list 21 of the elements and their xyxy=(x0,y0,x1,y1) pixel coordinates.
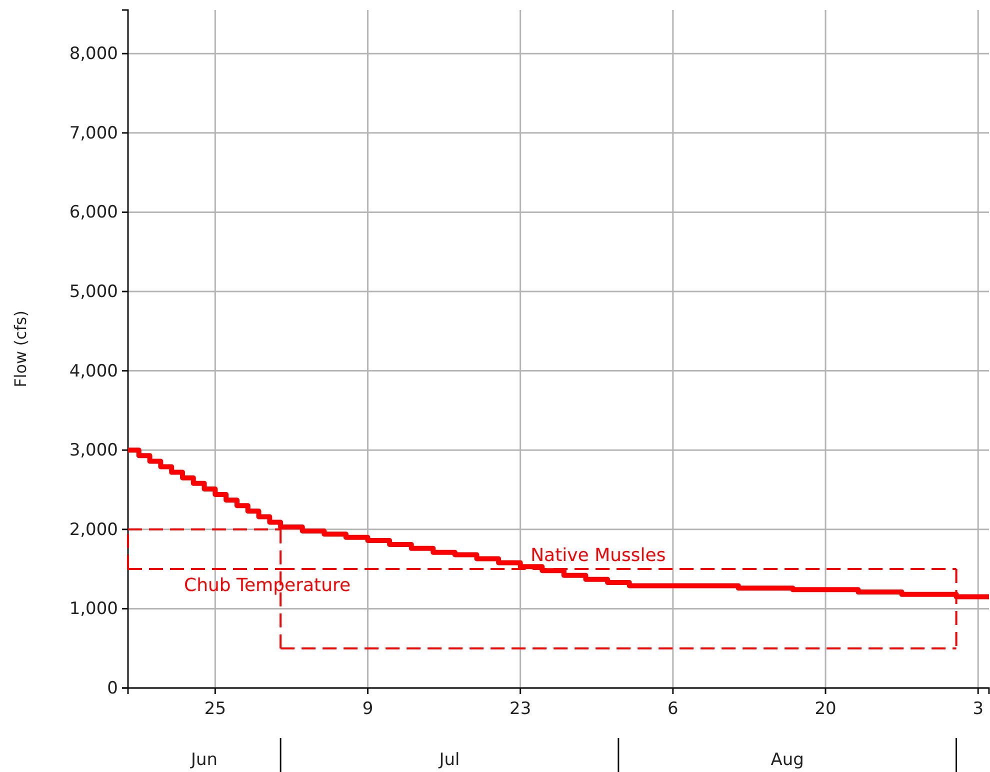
x-tick-label: 23 xyxy=(510,699,532,720)
y-tick-label: 2,000 xyxy=(69,520,118,540)
y-tick-label: 8,000 xyxy=(69,44,118,64)
text: Jul xyxy=(438,750,460,770)
y-tick-label: 7,000 xyxy=(69,123,118,144)
y-tick-label: 6,000 xyxy=(69,202,118,223)
text: Aug xyxy=(770,750,804,770)
x-tick-label: 25 xyxy=(204,699,226,720)
y-tick-label: 3,000 xyxy=(69,440,118,461)
series-label: Native Mussles xyxy=(530,545,666,566)
y-axis-title: Flow (cfs) xyxy=(11,310,30,388)
x-tick-label: 9 xyxy=(362,699,374,720)
y-tick-label: 1,000 xyxy=(69,599,118,620)
y-tick-label: 0 xyxy=(107,678,118,698)
text: Jun xyxy=(190,750,218,770)
x-tick-label: 3 xyxy=(972,699,984,720)
y-tick-label: 4,000 xyxy=(69,361,118,382)
x-tick-label: 6 xyxy=(668,699,678,720)
series-label: Chub Temperature xyxy=(184,575,351,596)
x-tick-label: 20 xyxy=(814,699,836,720)
y-tick-label: 5,000 xyxy=(69,282,118,302)
